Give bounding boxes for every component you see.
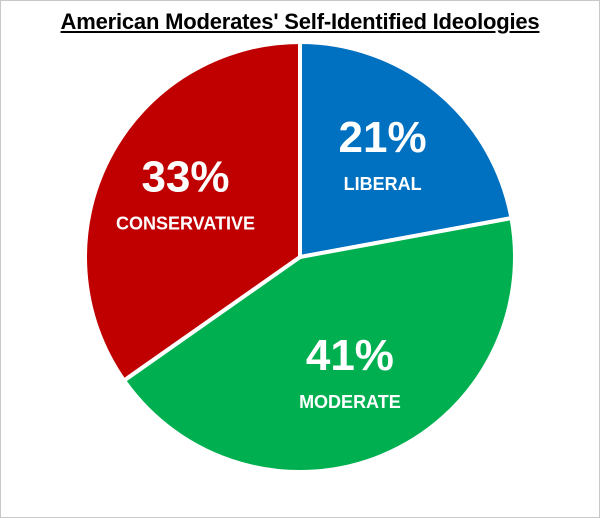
slice-label-moderate: MODERATE — [299, 392, 401, 412]
slice-value-moderate: 41% — [306, 331, 394, 380]
pie-labels: 21% LIBERAL 41% MODERATE 33% CONSERVATIVE — [116, 113, 427, 412]
pie-slice-liberal — [298, 40, 514, 259]
slice-label-liberal: LIBERAL — [344, 174, 422, 194]
slice-value-conservative: 33% — [141, 153, 229, 202]
pie-slice-moderate — [122, 216, 517, 474]
chart-title: American Moderates' Self-Identified Ideo… — [60, 9, 540, 34]
pie-slice-conservative — [83, 40, 302, 383]
slice-value-liberal: 21% — [339, 113, 427, 162]
slice-label-conservative: CONSERVATIVE — [116, 214, 255, 234]
pie-slices — [83, 40, 517, 474]
